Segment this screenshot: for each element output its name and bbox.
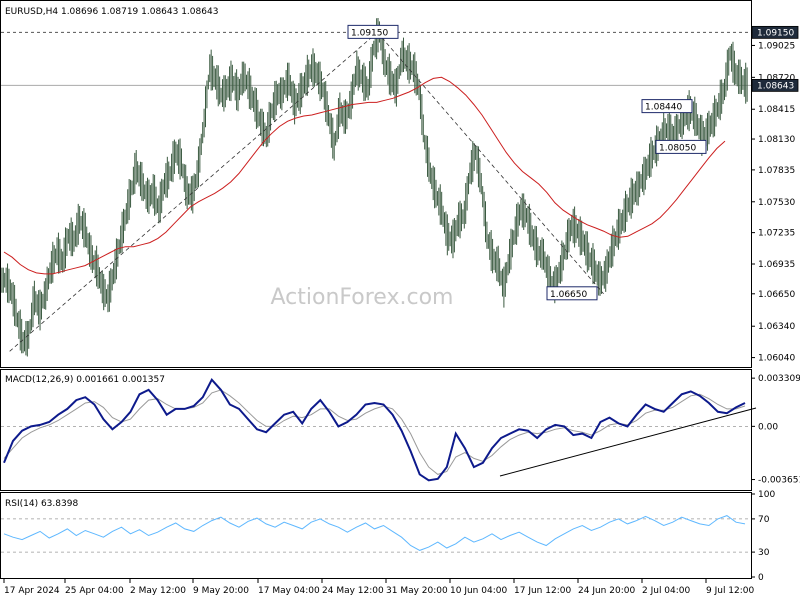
price-tick-label: 1.07835 bbox=[758, 166, 795, 176]
annotation-box bbox=[655, 139, 707, 154]
macd-tick-label: 0.003309 bbox=[758, 374, 800, 384]
x-tick-label: 17 Jun 12:00 bbox=[514, 586, 571, 596]
x-tick-label: 24 Jun 20:00 bbox=[578, 586, 635, 596]
annotation-label: 1.08440 bbox=[645, 103, 682, 113]
x-tick-label: 24 May 12:00 bbox=[322, 586, 384, 596]
price-panel bbox=[0, 0, 752, 368]
last-price-tag: 1.08643 bbox=[757, 81, 794, 91]
rsi-tick-label: 70 bbox=[758, 515, 770, 525]
price-tick-label: 1.08415 bbox=[758, 105, 795, 115]
x-tick-label: 17 Apr 2024 bbox=[4, 586, 60, 596]
x-tick-label: 17 May 04:00 bbox=[258, 586, 320, 596]
annotation-label: 1.06650 bbox=[550, 290, 587, 300]
price-title: EURUSD,H4 1.08696 1.08719 1.08643 1.0864… bbox=[5, 7, 218, 17]
rsi-tick-label: 0 bbox=[758, 573, 764, 583]
rsi-line bbox=[3, 515, 746, 551]
annotation-box bbox=[546, 286, 598, 301]
price-tick-label: 1.07235 bbox=[758, 229, 795, 239]
price-tick-label: 1.09025 bbox=[758, 41, 795, 51]
last-price-tag-box bbox=[751, 78, 799, 92]
annotation-box bbox=[347, 24, 399, 39]
annotation-box bbox=[641, 99, 693, 114]
rsi-tick-label: 100 bbox=[758, 490, 775, 500]
price-tick-label: 1.08130 bbox=[758, 135, 795, 145]
price-tick-label: 1.06340 bbox=[758, 322, 795, 332]
annotation-label: 1.09150 bbox=[351, 28, 388, 38]
macd-trendline bbox=[499, 407, 757, 477]
x-tick-label: 2 May 12:00 bbox=[130, 586, 186, 596]
x-tick-label: 2 Jul 04:00 bbox=[642, 586, 691, 596]
high-price-tag-box bbox=[751, 25, 799, 39]
x-tick-label: 9 May 20:00 bbox=[193, 586, 249, 596]
rsi-title: RSI(14) 63.8398 bbox=[5, 499, 78, 509]
x-tick-label: 9 Jul 12:00 bbox=[706, 586, 755, 596]
price-tick-label: 1.06040 bbox=[758, 354, 795, 364]
x-tick-label: 25 Apr 04:00 bbox=[65, 586, 124, 596]
falling-trendline bbox=[377, 32, 604, 295]
price-tick-label: 1.06650 bbox=[758, 290, 795, 300]
macd-panel bbox=[0, 369, 752, 491]
price-tick-label: 1.08720 bbox=[758, 73, 795, 83]
rsi-panel bbox=[0, 492, 752, 579]
watermark: ActionForex.com bbox=[271, 285, 454, 310]
macd-tick-label: 0.00 bbox=[758, 422, 778, 432]
macd-title: MACD(12,26,9) 0.001661 0.001357 bbox=[5, 375, 165, 385]
macd-tick-label: -0.003651 bbox=[758, 476, 800, 486]
annotation-label: 1.08050 bbox=[659, 143, 696, 153]
price-tick-label: 1.07530 bbox=[758, 198, 795, 208]
price-tick-label: 1.06935 bbox=[758, 260, 795, 270]
high-price-tag: 1.09150 bbox=[757, 28, 794, 38]
x-tick-label: 10 Jun 04:00 bbox=[450, 586, 507, 596]
rsi-tick-label: 30 bbox=[758, 548, 770, 558]
x-tick-label: 31 May 20:00 bbox=[386, 586, 448, 596]
macd-main-line bbox=[3, 377, 746, 482]
sma-line bbox=[3, 76, 726, 275]
